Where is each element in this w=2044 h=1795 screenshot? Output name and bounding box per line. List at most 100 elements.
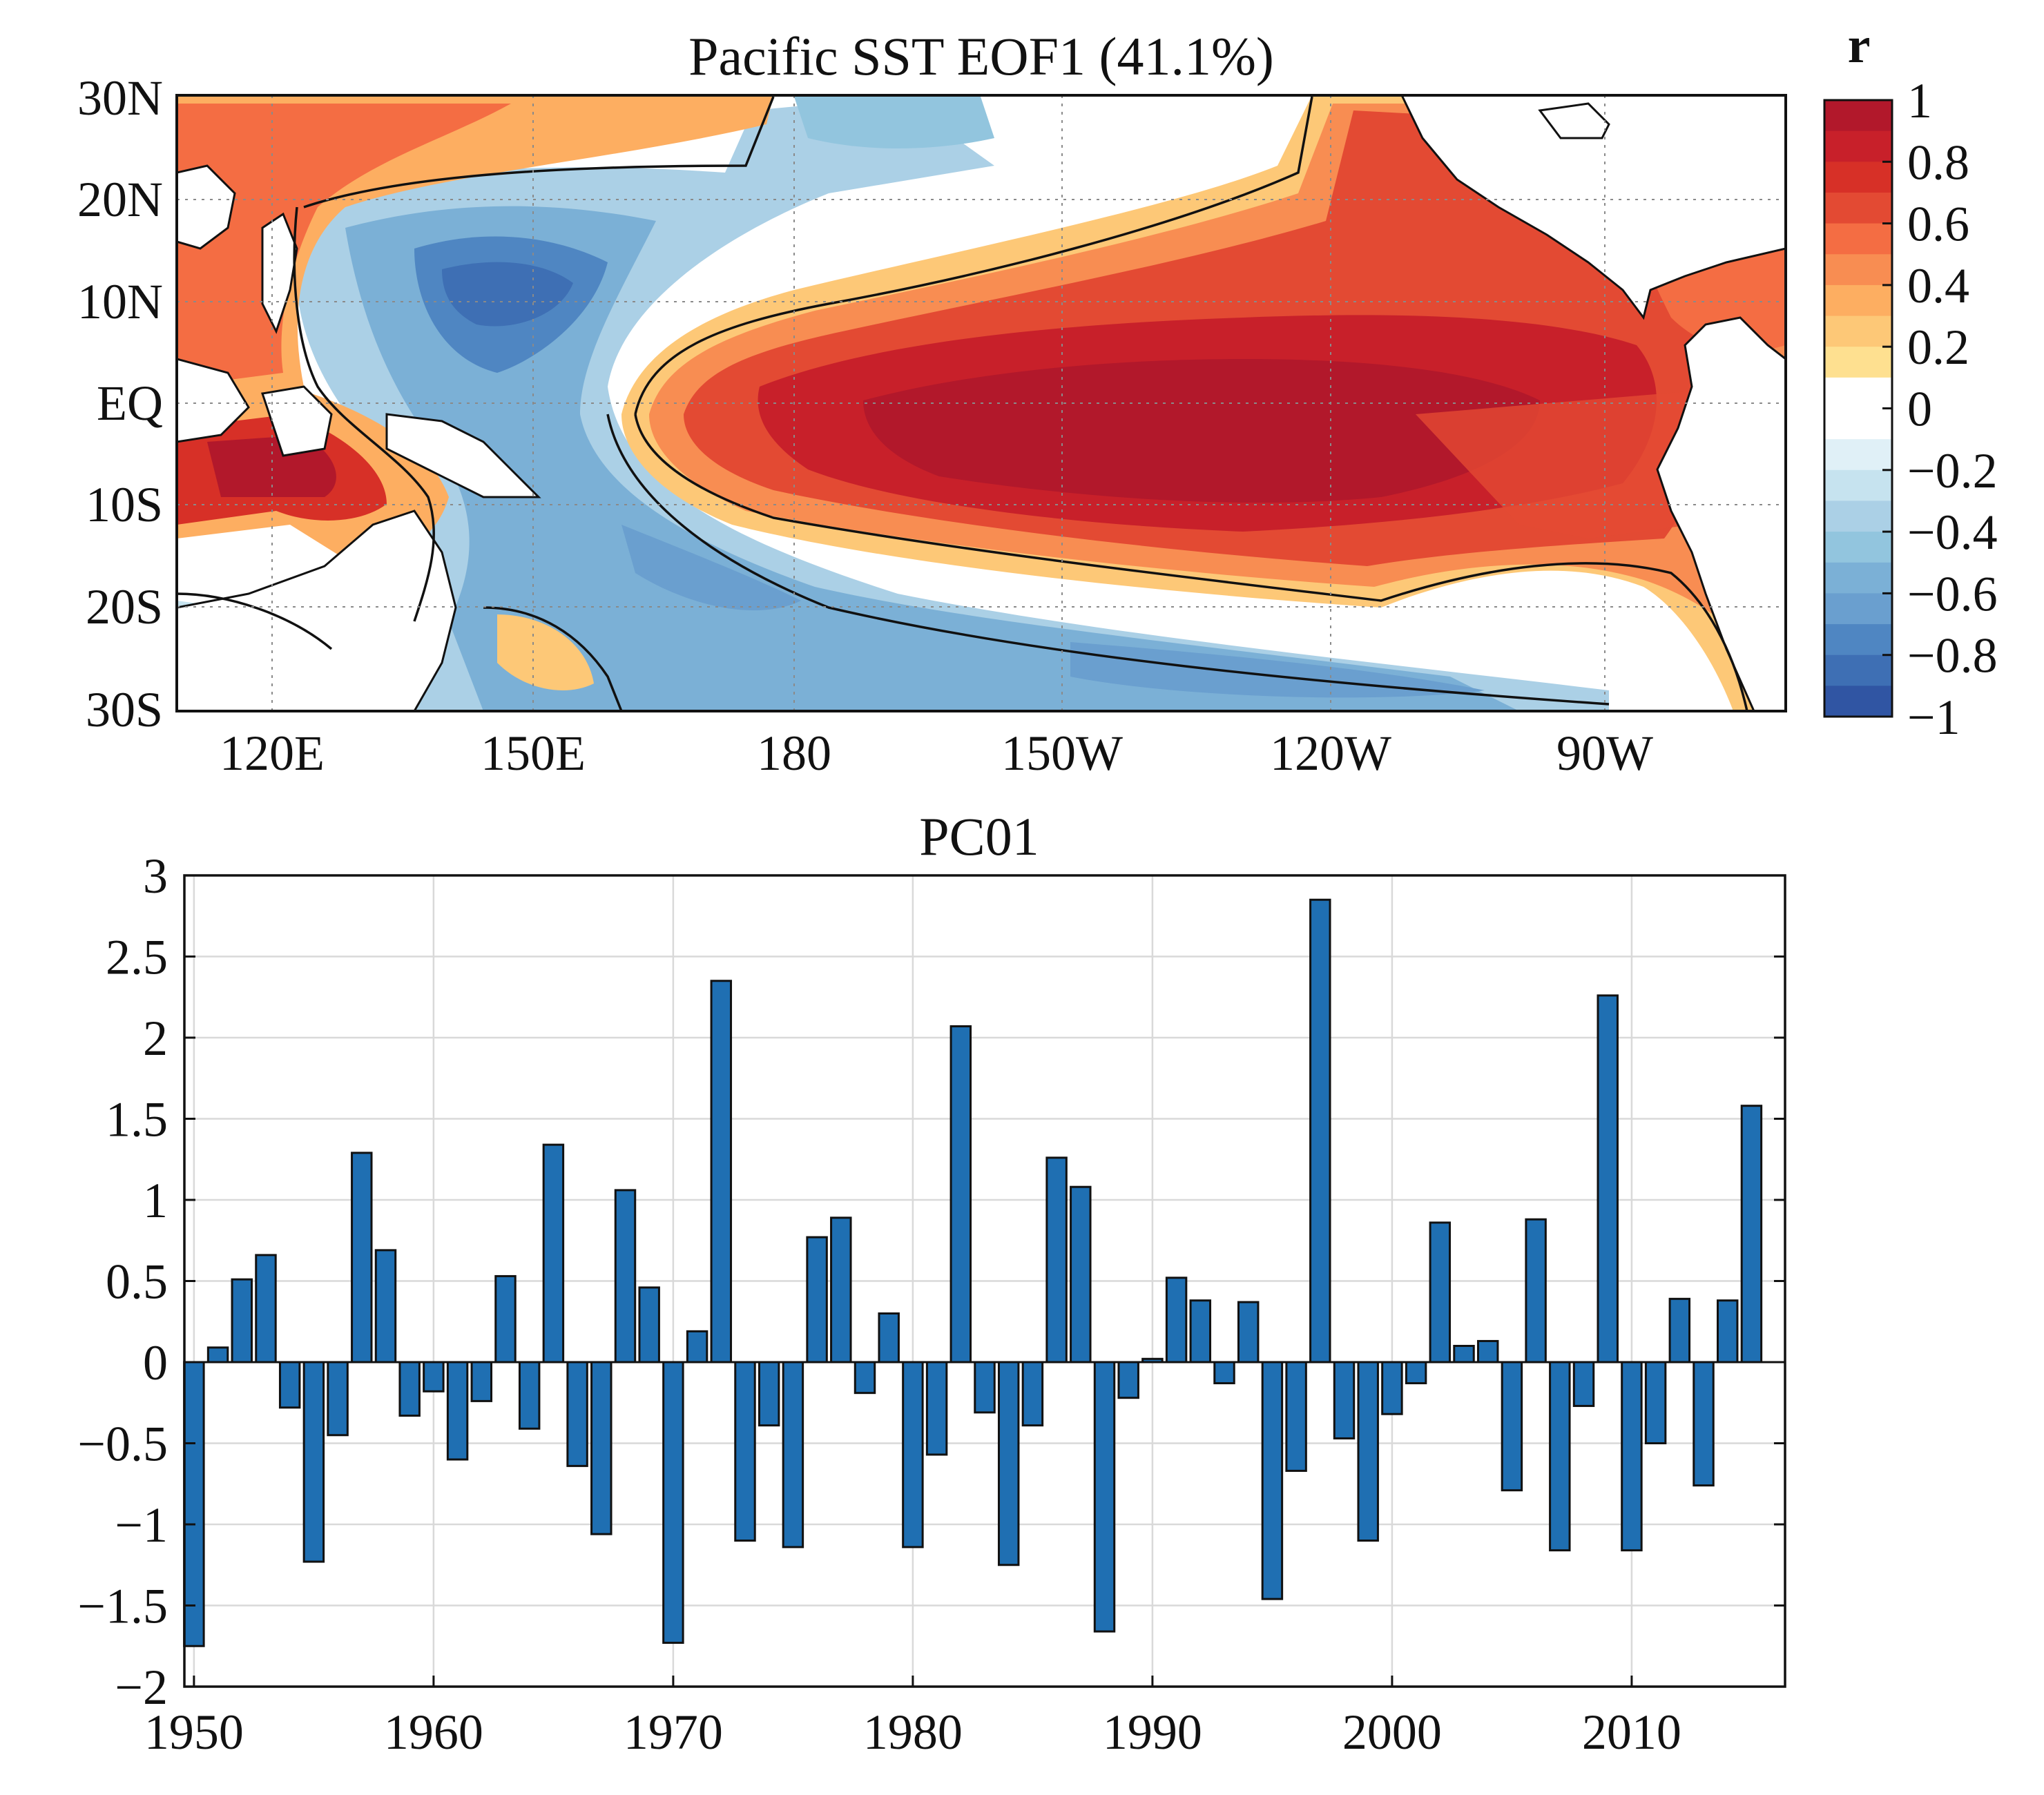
x-tick-label: 1980 [863,1705,963,1760]
y-tick-label: −2 [115,1660,168,1715]
x-tick-label: 1950 [144,1705,244,1760]
bar-2004 [1476,1339,1499,1364]
bar-1951 [206,1346,229,1364]
bar-1996 [1285,1361,1307,1472]
map-title: Pacific SST EOF1 (41.1%) [688,26,1274,86]
y-tick-label: −1 [115,1497,168,1553]
bar-2015 [1740,1105,1763,1364]
colorbar-tick-label: 0 [1907,382,1932,437]
colorbar-swatch [1824,686,1892,717]
y-tick-label: 1.5 [106,1092,168,1147]
map-x-tick: 90W [1556,726,1653,781]
bar-1989 [1117,1361,1139,1399]
bar-1979 [878,1312,900,1364]
bar-1992 [1189,1299,1212,1364]
land-masses [177,95,1786,711]
bar-1963 [494,1274,517,1364]
bar-2008 [1572,1361,1595,1407]
bar-1998 [1333,1361,1356,1439]
bar-1964 [518,1361,541,1430]
map-x-tick: 150E [481,726,586,781]
western-positive-region [177,95,773,690]
bar-1980 [902,1361,924,1549]
map-x-tick: 120E [220,726,325,781]
map-x-axis: 120E 150E 180 150W 120W 90W [220,726,1653,781]
y-tick-label: 0.5 [106,1254,168,1310]
bar-2013 [1693,1361,1715,1487]
map-y-axis: 30N 20N 10N EQ 10S 20S 30S [77,70,163,737]
map-y-tick: 30N [77,70,163,126]
colorbar-tick-label: 0.8 [1907,135,1969,190]
colorbar-swatch [1824,223,1892,255]
colorbar-swatch [1824,654,1892,687]
bar-2012 [1668,1297,1691,1364]
bar-1994 [1237,1301,1260,1364]
bar-1971 [686,1330,708,1364]
bar-1977 [830,1216,852,1364]
bar-1984 [997,1361,1020,1566]
y-tick-label: 0 [143,1335,168,1390]
colorbar-swatch [1824,562,1892,594]
bar-1988 [1093,1361,1116,1633]
bar-1959 [398,1361,421,1417]
bar-1967 [590,1361,613,1535]
bar-1999 [1357,1361,1379,1542]
bar-2006 [1525,1218,1547,1364]
bar-1965 [542,1143,565,1364]
colorbar-swatch [1824,100,1892,132]
colorbar-swatch [1824,377,1892,409]
bar-2001 [1405,1361,1427,1385]
colorbar-swatch [1824,624,1892,656]
bar-2000 [1381,1361,1403,1415]
bar-1969 [638,1286,660,1364]
map-y-tick: 20N [77,172,163,227]
map-frame [175,94,1787,712]
bar-1974 [758,1361,780,1427]
bar-1973 [734,1361,756,1542]
map-x-tick: 120W [1270,726,1391,781]
bar-1986 [1045,1156,1068,1364]
colorbar: r 1 0.8 0.6 0.4 0.2 0 −0.2 −0.4 −0.6 −0.8 −1 [1823,17,1998,745]
map-x-tick: 180 [757,726,831,781]
bar-1991 [1165,1277,1188,1364]
bar-1970 [662,1361,684,1644]
colorbar-swatch [1824,316,1892,348]
map-y-tick: EQ [97,376,163,431]
colorbar-tick-label: 0.4 [1907,258,1969,313]
colorbar-tick-label: 0.6 [1907,197,1969,252]
bar-1960 [423,1361,445,1393]
bar-1953 [255,1254,277,1364]
colorbar-swatches [1824,100,1892,717]
bar-1955 [302,1361,325,1563]
pc-bar-panel: PC01 32.521.510.50−0.5−1−1.5−2 1950 1960 1… [77,806,1786,1760]
eof-map-panel: Pacific SST EOF1 (41.1%) [77,17,1998,781]
y-tick-label: −1.5 [77,1579,168,1634]
bar-1978 [854,1361,876,1395]
bar-series [183,898,1763,1647]
colorbar-swatch [1824,532,1892,563]
bar-2014 [1716,1299,1739,1364]
colorbar-tick-label: 0.2 [1907,320,1969,375]
bar-1961 [446,1361,469,1461]
bar-1982 [949,1025,972,1364]
bar-1987 [1070,1185,1092,1364]
colorbar-label: r [1848,17,1871,74]
bar-2011 [1644,1361,1667,1444]
colorbar-swatch [1824,439,1892,471]
map-y-tick: 30S [86,682,163,737]
colorbar-swatch [1824,469,1892,502]
colorbar-tick-label: −1 [1907,690,1960,745]
bar-1975 [782,1361,804,1549]
y-tick-label: 2 [143,1011,168,1066]
y-tick-label: −0.5 [77,1417,168,1472]
bar-1968 [614,1189,637,1364]
bar-1952 [231,1278,253,1364]
bar-2007 [1549,1361,1571,1552]
bar-1957 [351,1152,373,1364]
colorbar-tick-label: 1 [1907,73,1932,128]
bar-1972 [710,980,733,1364]
map-x-tick: 150W [1001,726,1123,781]
bar-1954 [278,1361,301,1409]
contour-lines [177,96,1748,711]
y-tick-label: 3 [143,848,168,904]
